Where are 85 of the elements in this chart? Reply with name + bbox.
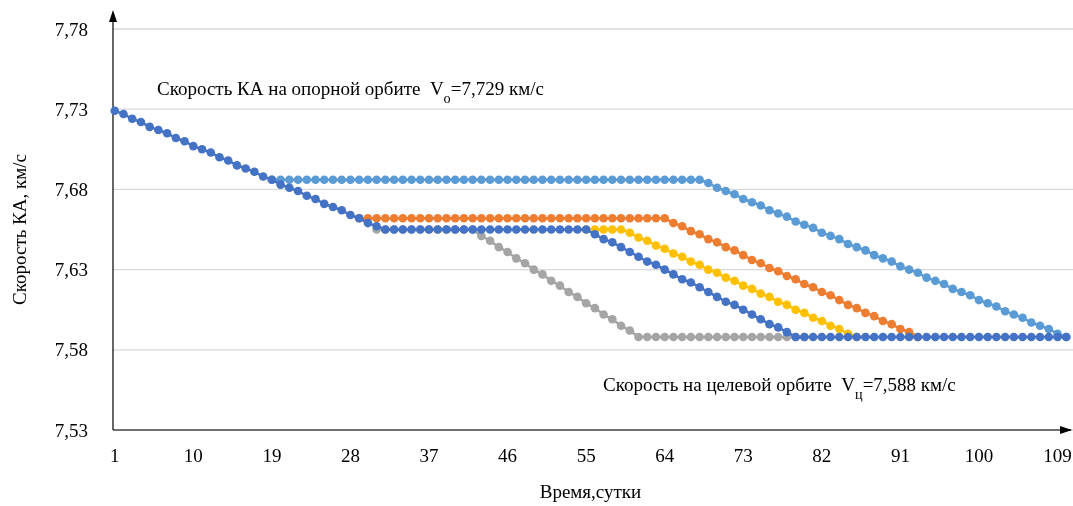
point	[651, 241, 661, 250]
point	[747, 284, 757, 294]
point	[485, 236, 495, 246]
point	[747, 332, 757, 342]
point	[791, 305, 800, 314]
point	[704, 332, 713, 342]
point	[520, 258, 530, 268]
point	[738, 281, 748, 290]
point	[773, 332, 783, 342]
point	[730, 332, 739, 342]
point	[651, 332, 661, 342]
point	[765, 292, 774, 302]
y-tick-label: 7,78	[54, 18, 88, 40]
x-tick-label: 73	[733, 445, 753, 466]
point	[634, 233, 643, 242]
point	[756, 289, 766, 298]
point	[555, 281, 565, 290]
point	[721, 332, 731, 342]
y-tick-label: 7,63	[54, 259, 88, 281]
point	[599, 310, 608, 319]
point	[704, 265, 713, 274]
y-tick-label: 7,68	[54, 179, 88, 201]
point	[800, 308, 809, 318]
point	[817, 316, 827, 326]
point	[686, 332, 696, 342]
x-axis-title: Время,сутки	[539, 481, 642, 502]
x-tick-label: 64	[655, 445, 675, 466]
point	[642, 332, 652, 342]
x-tick-label: 100	[964, 445, 994, 466]
point	[834, 324, 844, 334]
point	[677, 252, 687, 262]
point	[625, 228, 635, 238]
x-tick-label: 91	[890, 445, 910, 466]
point	[773, 297, 783, 306]
point	[695, 332, 704, 342]
point	[538, 270, 547, 279]
point	[660, 332, 669, 342]
point	[564, 287, 573, 297]
x-tick-label: 28	[340, 445, 360, 466]
point	[712, 332, 722, 342]
point	[581, 298, 591, 308]
point	[695, 260, 704, 270]
point	[756, 332, 766, 342]
annotation: Скорость КА на опорной орбите V$_{о}$=7,729 км/с	[157, 78, 544, 106]
point	[712, 268, 722, 278]
x-tick-label: 109	[1043, 445, 1072, 466]
point	[529, 265, 539, 274]
y-axis-title: Скорость КА, км/с	[9, 154, 30, 305]
point	[730, 276, 739, 286]
point	[512, 254, 521, 263]
point	[660, 244, 669, 254]
point	[721, 273, 731, 282]
x-tick-label: 82	[812, 445, 832, 466]
point	[686, 257, 696, 266]
point	[669, 332, 678, 342]
x-tick-label: 46	[498, 445, 518, 466]
annotation: Скорость на целевой орбите V$_{ц}$=7,588 км/с	[603, 374, 956, 402]
point	[599, 225, 608, 234]
point	[642, 236, 652, 246]
point	[616, 321, 626, 331]
point	[573, 292, 582, 302]
point	[616, 225, 626, 234]
point	[669, 249, 678, 258]
y-tick-label: 7,53	[54, 419, 88, 441]
point	[608, 315, 617, 324]
point	[782, 300, 792, 310]
point	[625, 326, 635, 335]
x-tick-label: 55	[576, 445, 596, 466]
point	[608, 225, 617, 234]
point	[738, 332, 748, 342]
point	[590, 303, 600, 313]
x-tick-label: 10	[183, 445, 203, 466]
x-tick-label: 37	[419, 445, 439, 466]
point	[634, 332, 643, 342]
point	[808, 313, 818, 323]
point	[765, 332, 774, 342]
point	[677, 332, 687, 342]
y-tick-label: 7,73	[54, 98, 88, 120]
x-tick-label: 1	[110, 445, 120, 466]
x-tick-label: 19	[262, 445, 282, 466]
point	[494, 242, 504, 252]
point	[826, 321, 835, 331]
y-tick-label: 7,58	[54, 339, 88, 361]
point	[546, 276, 556, 286]
point	[503, 247, 512, 257]
